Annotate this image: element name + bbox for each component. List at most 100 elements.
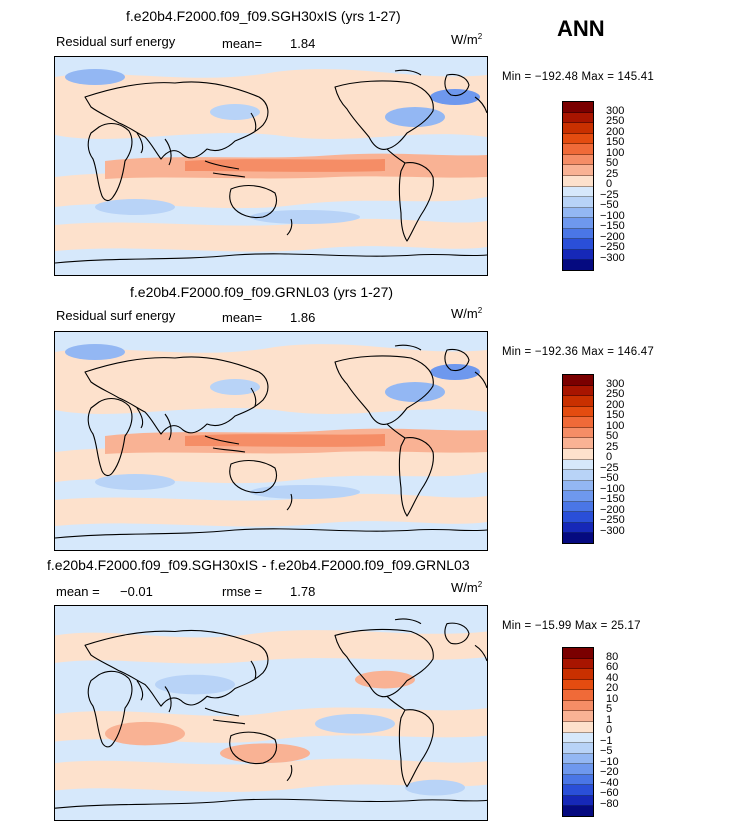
colorbar-tick-label: 20 xyxy=(606,682,619,694)
colorbar-swatch xyxy=(563,700,593,712)
panel-2-map xyxy=(54,331,488,551)
colorbar-tick-label: 0 xyxy=(606,451,613,463)
colorbar-tick-label: −25 xyxy=(600,461,619,474)
colorbar-swatch xyxy=(563,774,593,786)
colorbar-tick-label: −10 xyxy=(600,755,619,768)
colorbar-tick-label: −200 xyxy=(600,230,625,243)
colorbar-tick-label: 300 xyxy=(606,104,625,117)
colorbar-swatch xyxy=(563,522,593,534)
panel-2-variable-label: Residual surf energy xyxy=(56,308,176,323)
colorbar-tick-label: −150 xyxy=(600,493,625,505)
colorbar-swatch xyxy=(563,512,593,523)
colorbar-swatch xyxy=(563,186,593,198)
colorbar-tick-label: 50 xyxy=(606,430,619,442)
panel-3-map xyxy=(54,605,488,821)
colorbar-swatch xyxy=(563,102,593,113)
panel-1-mean-label: mean= xyxy=(222,36,263,51)
colorbar-tick-label: −150 xyxy=(600,220,625,232)
panel-1-title: f.e20b4.F2000.f09_f09.SGH30xIS (yrs 1-27… xyxy=(126,8,401,24)
panel-2-units: W/m2 xyxy=(451,306,483,321)
colorbar-tick-label: −40 xyxy=(600,776,619,789)
colorbar-tick-label: 150 xyxy=(606,409,625,421)
colorbar-swatch xyxy=(563,154,593,166)
colorbar-tick-label: −60 xyxy=(600,787,619,799)
colorbar-tick-label: 100 xyxy=(606,419,625,432)
colorbar-tick-label: 250 xyxy=(606,388,625,400)
colorbar-tick-label: −1 xyxy=(600,734,613,747)
colorbar-swatch xyxy=(563,112,593,124)
panel-3-map-field xyxy=(55,606,487,820)
colorbar-tick-label: 0 xyxy=(606,724,613,736)
panel-2-colorbar xyxy=(562,374,594,544)
colorbar-swatch xyxy=(563,711,593,722)
colorbar-swatch xyxy=(563,658,593,670)
panel-3-mean-label: mean = xyxy=(56,584,100,599)
panel-3-min-max: Min = −15.99 Max = 25.17 xyxy=(502,620,641,632)
panel-3-rmse-value: 1.78 xyxy=(290,584,316,599)
colorbar-tick-label: −300 xyxy=(600,524,625,537)
colorbar-tick-label: −20 xyxy=(600,766,619,778)
colorbar-swatch xyxy=(563,470,593,481)
colorbar-swatch xyxy=(563,669,593,680)
colorbar-swatch xyxy=(563,417,593,428)
colorbar-tick-label: −250 xyxy=(600,241,625,253)
panel-1-map xyxy=(54,56,488,276)
colorbar-tick-label: 250 xyxy=(606,115,625,127)
panel-2-mean-label: mean= xyxy=(222,310,263,325)
colorbar-swatch xyxy=(563,459,593,471)
colorbar-swatch xyxy=(563,207,593,219)
colorbar-swatch xyxy=(563,427,593,439)
colorbar-swatch xyxy=(563,396,593,407)
colorbar-tick-label: 150 xyxy=(606,136,625,148)
colorbar-swatch xyxy=(563,239,593,250)
colorbar-tick-label: −25 xyxy=(600,188,619,201)
colorbar-tick-label: 1 xyxy=(606,713,613,726)
colorbar-tick-label: −250 xyxy=(600,514,625,526)
colorbar-swatch xyxy=(563,501,593,513)
panel-1-units: W/m2 xyxy=(451,32,483,47)
colorbar-swatch xyxy=(563,743,593,754)
colorbar-swatch xyxy=(563,406,593,418)
colorbar-swatch xyxy=(563,218,593,229)
colorbar-swatch xyxy=(563,679,593,691)
colorbar-swatch xyxy=(563,133,593,145)
colorbar-swatch xyxy=(563,764,593,775)
colorbar-tick-label: 300 xyxy=(606,377,625,390)
colorbar-swatch xyxy=(563,385,593,397)
colorbar-swatch xyxy=(563,648,593,659)
colorbar-tick-label: 5 xyxy=(606,703,613,715)
colorbar-swatch xyxy=(563,228,593,240)
colorbar-tick-label: 25 xyxy=(606,440,619,453)
colorbar-tick-label: 10 xyxy=(606,692,619,705)
panel-3-mean-value: −0.01 xyxy=(120,584,153,599)
panel-1-variable-label: Residual surf energy xyxy=(56,34,176,49)
colorbar-tick-label: 50 xyxy=(606,157,619,169)
colorbar-swatch xyxy=(563,491,593,502)
colorbar-tick-label: 40 xyxy=(606,671,619,684)
colorbar-swatch xyxy=(563,753,593,765)
colorbar-tick-label: 100 xyxy=(606,146,625,159)
panel-3-units: W/m2 xyxy=(451,580,483,595)
colorbar-swatch xyxy=(563,144,593,155)
colorbar-swatch xyxy=(563,732,593,744)
colorbar-tick-label: −200 xyxy=(600,503,625,516)
colorbar-tick-label: 200 xyxy=(606,398,625,411)
panel-3-rmse-label: rmse = xyxy=(222,584,263,599)
panel-1-colorbar xyxy=(562,101,594,271)
colorbar-tick-label: −300 xyxy=(600,251,625,264)
colorbar-tick-label: −100 xyxy=(600,209,625,222)
colorbar-swatch xyxy=(563,533,593,543)
panel-1-min-max: Min = −192.48 Max = 145.41 xyxy=(502,71,654,83)
panel-3-title: f.e20b4.F2000.f09_f09.SGH30xIS - f.e20b4… xyxy=(47,557,470,573)
colorbar-swatch xyxy=(563,123,593,134)
colorbar-swatch xyxy=(563,690,593,701)
colorbar-swatch xyxy=(563,165,593,176)
colorbar-tick-label: −100 xyxy=(600,482,625,495)
colorbar-swatch xyxy=(563,260,593,270)
colorbar-tick-label: −50 xyxy=(600,472,619,484)
panel-1-map-field xyxy=(55,57,487,275)
colorbar-swatch xyxy=(563,175,593,187)
colorbar-tick-label: 0 xyxy=(606,178,613,190)
colorbar-tick-label: 200 xyxy=(606,125,625,138)
colorbar-tick-label: −5 xyxy=(600,745,613,757)
